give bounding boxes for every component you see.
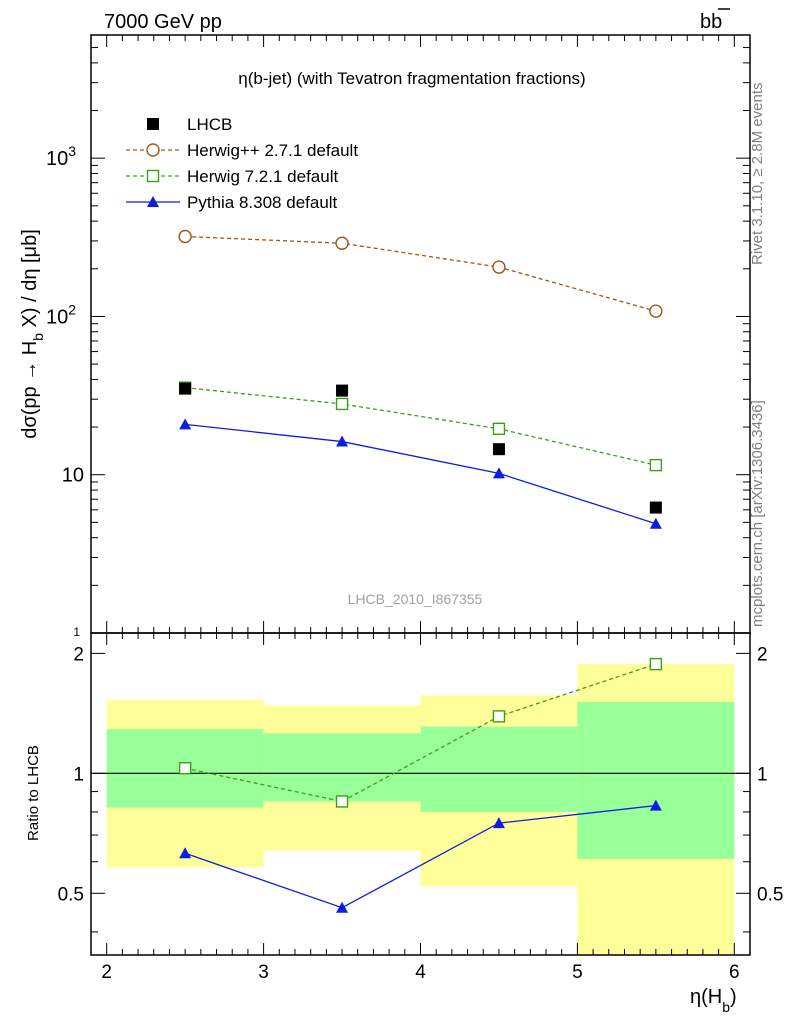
- main-ticks: 10 102 103 1: [46, 34, 751, 639]
- data-point: [335, 397, 349, 411]
- series-line: [184, 804, 656, 909]
- series-line: [185, 423, 657, 525]
- y-tick-label-exponent: 2: [68, 301, 76, 317]
- series-line: [185, 386, 657, 466]
- data-point: [335, 236, 349, 250]
- ratio-y-tick-label-right: 1: [757, 764, 768, 785]
- main-y-axis-label: dσ(pp → Hb X) / dη [μb]: [19, 229, 46, 439]
- x-axis-label-tail: ): [730, 986, 737, 1008]
- uncertainty-band-inner: [420, 726, 578, 812]
- series-line: [185, 235, 657, 312]
- ratio-y-axis-label: Ratio to LHCB: [25, 745, 42, 841]
- legend-label: Pythia 8.308 default: [187, 193, 338, 212]
- ratio-bands: [106, 664, 735, 955]
- data-point: [649, 304, 663, 318]
- data-point: [336, 435, 349, 447]
- uncertainty-band-inner: [577, 702, 735, 859]
- header-process: bb: [700, 11, 722, 33]
- data-point: [147, 118, 159, 130]
- ratio-y-tick-label: 1: [73, 764, 84, 785]
- data-point: [179, 847, 192, 859]
- data-point: [649, 799, 662, 811]
- y-tick-label: 102: [46, 301, 76, 328]
- data-point: [649, 501, 662, 514]
- data-point: [335, 795, 349, 808]
- data-point: [179, 418, 192, 430]
- legend-label: Herwig++ 2.7.1 default: [187, 141, 358, 160]
- x-axis-label-sub: b: [722, 999, 730, 1015]
- watermark: LHCB_2010_I867355: [348, 591, 483, 607]
- main-series: [178, 229, 663, 529]
- y-tick-label: 1: [73, 625, 80, 639]
- legend-label: LHCB: [187, 115, 232, 134]
- data-point: [336, 901, 349, 913]
- header-process-bar: b: [711, 11, 722, 33]
- data-point: [179, 382, 192, 395]
- main-panel: 10 102 103 1 η(b-jet) (with Tevatron fragme…: [19, 34, 751, 639]
- main-y-axis-label-sub: b: [30, 333, 46, 341]
- data-point: [492, 817, 505, 829]
- ratio-y-tick-label-right: 0.5: [757, 884, 783, 905]
- x-tick-label: 2: [101, 962, 112, 983]
- ratio-series: [178, 657, 663, 913]
- legend: LHCB Herwig++ 2.7.1 default Herwig 7.2.1 d…: [126, 115, 358, 212]
- data-point: [146, 169, 160, 183]
- header-collision: 7000 GeV pp: [104, 11, 222, 33]
- data-point: [649, 458, 663, 472]
- x-tick-label: 6: [729, 962, 740, 983]
- data-point: [492, 467, 505, 479]
- data-point: [147, 196, 159, 207]
- data-point: [178, 229, 192, 244]
- ratio-ticks: 2 3 4 5 6 0.5 0.5 1 1 2 2: [58, 633, 783, 983]
- ratio-y-tick-label-right: 2: [757, 644, 768, 665]
- side-label-rivet: Rivet 3.1.10, ≥ 2.8M events: [749, 83, 766, 266]
- x-tick-label: 4: [415, 962, 426, 983]
- data-point: [492, 260, 506, 274]
- side-label-mcplots: mcplots.cern.ch [arXiv:1306.3436]: [749, 400, 766, 627]
- data-point: [492, 710, 506, 723]
- ratio-y-tick-label: 2: [73, 644, 84, 665]
- uncertainty-band-inner: [263, 733, 421, 802]
- x-tick-label: 5: [572, 962, 583, 983]
- data-point: [336, 384, 349, 397]
- data-point: [178, 762, 192, 775]
- main-y-axis-label-tail: X) / dη [μb]: [19, 229, 41, 333]
- series-line: [185, 663, 657, 803]
- data-point: [649, 517, 662, 529]
- x-tick-label: 3: [258, 962, 269, 983]
- y-tick-label-exponent: 3: [68, 143, 76, 159]
- y-tick-label: 103: [46, 143, 76, 170]
- ratio-y-tick-label: 0.5: [58, 884, 84, 905]
- data-point: [492, 443, 505, 456]
- ratio-panel: 2 3 4 5 6 0.5 0.5 1 1 2 2 Ratio to LHCB η(Hb): [25, 632, 783, 1015]
- data-point: [146, 143, 160, 157]
- main-title: η(b-jet) (with Tevatron fragmentation fr…: [238, 69, 585, 88]
- y-tick-label: 10: [62, 465, 84, 487]
- data-point: [492, 422, 506, 436]
- x-axis-label: η(Hb): [690, 986, 737, 1015]
- data-point: [649, 657, 663, 671]
- legend-label: Herwig 7.2.1 default: [187, 167, 338, 186]
